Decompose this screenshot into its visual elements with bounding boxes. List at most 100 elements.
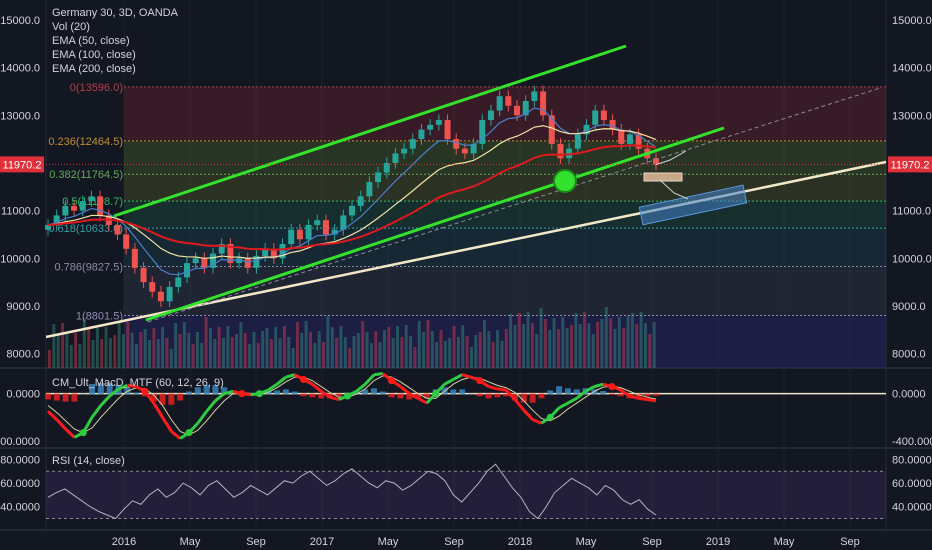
- dashed-trendline: [147, 87, 881, 323]
- macd-histogram-bar: [494, 393, 501, 398]
- rsi-tick-left: 40.0000: [0, 502, 40, 514]
- macd-line-segment: [55, 418, 67, 431]
- study-ema-200: EMA (200, close): [52, 63, 136, 75]
- ema-200-line: [47, 144, 657, 251]
- volume-bar: [509, 314, 513, 368]
- ema-50-line: [47, 107, 657, 276]
- macd-tick-right: 0.0000: [892, 389, 926, 401]
- candle-body: [157, 291, 164, 302]
- macd-histogram-bar: [467, 393, 474, 395]
- volume-bar: [378, 342, 382, 368]
- candle-body: [435, 120, 442, 125]
- macd-line-segment: [285, 373, 296, 379]
- candle-body: [470, 143, 477, 154]
- candle-body: [409, 139, 416, 149]
- candle-body: [392, 153, 399, 163]
- volume-bar: [622, 328, 626, 368]
- volume-bar: [304, 321, 308, 368]
- macd-histogram-bar: [97, 383, 104, 395]
- volume-bar: [300, 333, 304, 368]
- macd-histogram-bar: [485, 393, 492, 399]
- candle-body: [366, 182, 373, 197]
- volume-bar: [369, 343, 373, 368]
- study-vol: Vol (20): [52, 21, 90, 33]
- volume-bar: [643, 323, 647, 368]
- volume-bar: [191, 344, 195, 368]
- volume-bar: [282, 326, 286, 368]
- macd-line-segment: [152, 402, 164, 419]
- volume-bar: [365, 332, 369, 368]
- macd-line-segment: [522, 409, 534, 421]
- y-tick-label-left: 14000.0: [0, 63, 40, 75]
- volume-bar: [152, 328, 156, 368]
- macd-histogram-bar: [538, 393, 545, 399]
- macd-line-segment: [241, 392, 251, 397]
- volume-bar: [448, 338, 452, 368]
- macd-line-segment: [567, 397, 578, 405]
- candle-body: [418, 129, 425, 140]
- candle-body: [279, 244, 286, 259]
- volume-bar: [82, 318, 86, 368]
- macd-histogram-bar: [212, 385, 219, 395]
- macd-line-segment: [276, 375, 287, 386]
- volume-bar: [195, 332, 199, 368]
- volume-bar: [648, 334, 652, 368]
- channel-lower-line: [145, 126, 725, 322]
- candle-body: [45, 224, 51, 230]
- chart-title: Germany 30, 3D, OANDA: [52, 7, 178, 19]
- macd-line-segment: [646, 398, 657, 403]
- ema-100-line: [47, 125, 657, 259]
- candle-body: [88, 196, 95, 202]
- fib-zone: [124, 86, 886, 141]
- volume-bar: [139, 332, 143, 368]
- volume-bar: [226, 326, 230, 368]
- volume-bar: [517, 313, 521, 368]
- macd-line-segment: [258, 388, 269, 396]
- macd-signal-line: [47, 375, 657, 436]
- volume-bar: [156, 339, 160, 368]
- x-tick-label: Sep: [840, 536, 860, 548]
- macd-histogram-bar: [194, 387, 201, 395]
- volume-bar: [430, 331, 434, 368]
- candle-body: [183, 263, 190, 278]
- x-tick-label: Sep: [444, 536, 464, 548]
- volume-bar: [52, 324, 56, 368]
- macd-line-segment: [505, 389, 517, 401]
- volume-bar: [204, 317, 208, 368]
- volume-bar: [556, 329, 560, 368]
- volume-bar: [561, 317, 565, 368]
- volume-bar: [391, 338, 395, 368]
- candle-body: [192, 258, 199, 264]
- last-price-tag-right: [888, 156, 932, 173]
- target-box: [643, 172, 683, 182]
- volume-bar: [74, 333, 78, 368]
- volume-bar: [465, 336, 469, 368]
- fib-level-label: 1(8801.5): [76, 310, 123, 322]
- macd-line-segment: [452, 373, 463, 381]
- macd-histogram-bar: [379, 391, 386, 395]
- volume-bar: [343, 337, 347, 368]
- volume-bar: [256, 343, 260, 368]
- study-ema-100: EMA (100, close): [52, 49, 136, 61]
- candle-body: [548, 115, 555, 144]
- macd-line-segment: [46, 410, 58, 421]
- fib-level-label: 0.236(12464.5): [48, 136, 123, 148]
- volume-bar: [91, 340, 95, 368]
- candle-body: [210, 253, 217, 268]
- macd-histogram-bar: [415, 393, 422, 399]
- volume-bar: [213, 339, 217, 368]
- support-zone-box: [638, 184, 748, 226]
- volume-bar: [104, 327, 108, 368]
- volume-bar: [330, 327, 334, 368]
- volume-bar: [639, 312, 643, 368]
- volume-bar: [604, 307, 608, 368]
- volume-bar: [95, 328, 99, 368]
- candle-body: [609, 120, 616, 130]
- volume-bar: [552, 318, 556, 368]
- y-tick-label-left: 11000.0: [1, 206, 40, 218]
- x-tick-label: 2016: [112, 536, 136, 548]
- candle-body: [140, 267, 147, 283]
- y-tick-label-left: 8000.0: [6, 349, 40, 361]
- rsi-tick-right: 60.0000: [892, 478, 932, 490]
